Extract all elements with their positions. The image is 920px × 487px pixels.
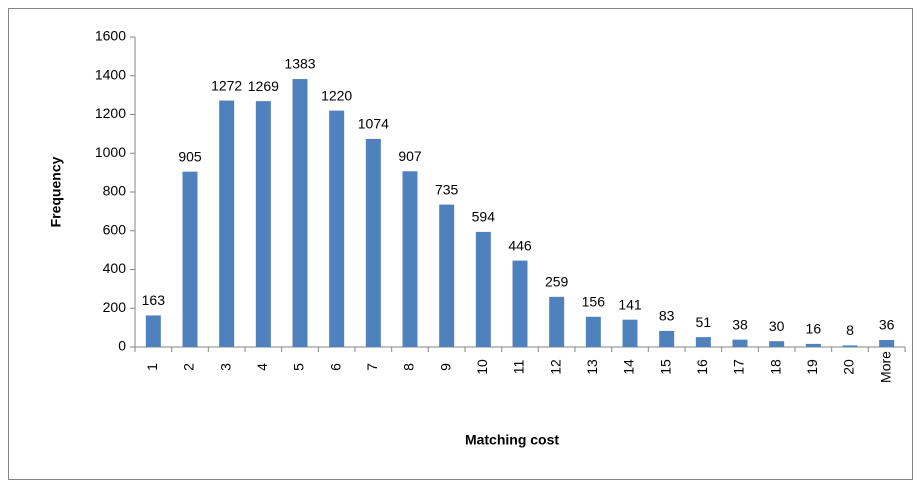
y-tick-label: 800 bbox=[103, 183, 127, 199]
data-label: 1272 bbox=[211, 77, 242, 93]
bar bbox=[145, 315, 161, 347]
x-tick-label: 6 bbox=[327, 363, 343, 371]
data-label: 259 bbox=[545, 274, 569, 290]
x-tick-label: 1 bbox=[144, 363, 160, 371]
x-tick-label: More bbox=[877, 351, 893, 383]
bar bbox=[805, 343, 821, 347]
data-label: 1074 bbox=[358, 116, 389, 132]
x-tick-label: 18 bbox=[767, 359, 783, 375]
y-tick-label: 0 bbox=[118, 338, 126, 354]
bar bbox=[695, 337, 711, 347]
data-label: 36 bbox=[879, 317, 895, 333]
x-tick-label: 9 bbox=[437, 363, 453, 371]
y-tick-label: 1200 bbox=[95, 105, 126, 121]
bar bbox=[879, 340, 895, 347]
y-tick-label: 1600 bbox=[95, 28, 126, 44]
bar bbox=[292, 79, 308, 347]
data-label: 1383 bbox=[284, 56, 315, 72]
data-label: 594 bbox=[472, 209, 496, 225]
x-tick-label: 15 bbox=[657, 359, 673, 375]
bar bbox=[219, 100, 235, 347]
data-label: 446 bbox=[508, 237, 532, 253]
data-label: 16 bbox=[806, 321, 822, 337]
x-tick-label: 11 bbox=[511, 360, 527, 375]
data-label: 1220 bbox=[321, 87, 352, 103]
bar bbox=[732, 339, 748, 347]
data-label: 735 bbox=[435, 181, 459, 197]
x-tick-label: 14 bbox=[621, 359, 637, 375]
y-axis-label: Frequency bbox=[48, 156, 64, 227]
data-label: 163 bbox=[142, 292, 166, 308]
x-tick-label: 7 bbox=[364, 363, 380, 371]
bar bbox=[769, 341, 785, 347]
x-tick-label: 8 bbox=[401, 363, 417, 371]
bar bbox=[622, 319, 638, 347]
bar bbox=[842, 345, 858, 347]
bar bbox=[255, 101, 271, 347]
bar bbox=[439, 204, 455, 347]
bar bbox=[659, 330, 675, 347]
x-tick-label: 19 bbox=[804, 359, 820, 375]
x-tick-label: 20 bbox=[841, 359, 857, 375]
bar bbox=[182, 171, 198, 347]
x-tick-label: 12 bbox=[547, 359, 563, 375]
data-label: 905 bbox=[178, 148, 202, 164]
x-tick-label: 17 bbox=[731, 359, 747, 375]
x-tick-label: 4 bbox=[254, 363, 270, 371]
x-tick-label: 10 bbox=[474, 359, 490, 375]
y-tick-label: 400 bbox=[103, 260, 127, 276]
bar bbox=[365, 138, 381, 347]
bar bbox=[329, 110, 345, 347]
x-tick-label: 3 bbox=[217, 363, 233, 371]
bar bbox=[475, 231, 491, 347]
x-tick-label: 2 bbox=[181, 363, 197, 371]
bar bbox=[512, 260, 528, 347]
data-label: 907 bbox=[398, 148, 422, 164]
y-tick-label: 1000 bbox=[95, 144, 126, 160]
data-label: 8 bbox=[846, 322, 854, 338]
x-tick-label: 13 bbox=[584, 359, 600, 375]
bar bbox=[549, 296, 565, 347]
y-tick-label: 600 bbox=[103, 221, 127, 237]
data-label: 83 bbox=[659, 308, 675, 324]
bar bbox=[402, 171, 418, 347]
data-label: 1269 bbox=[248, 78, 279, 94]
bar bbox=[585, 316, 601, 347]
x-tick-label: 16 bbox=[694, 359, 710, 375]
data-label: 51 bbox=[696, 314, 712, 330]
y-tick-label: 1400 bbox=[95, 66, 126, 82]
data-label: 156 bbox=[582, 293, 606, 309]
x-tick-label: 5 bbox=[291, 363, 307, 371]
data-label: 38 bbox=[732, 316, 748, 332]
data-label: 30 bbox=[769, 318, 785, 334]
x-axis-label: Matching cost bbox=[465, 432, 559, 448]
data-label: 141 bbox=[618, 296, 642, 312]
y-tick-label: 200 bbox=[103, 299, 127, 315]
chart-frame bbox=[8, 8, 913, 480]
